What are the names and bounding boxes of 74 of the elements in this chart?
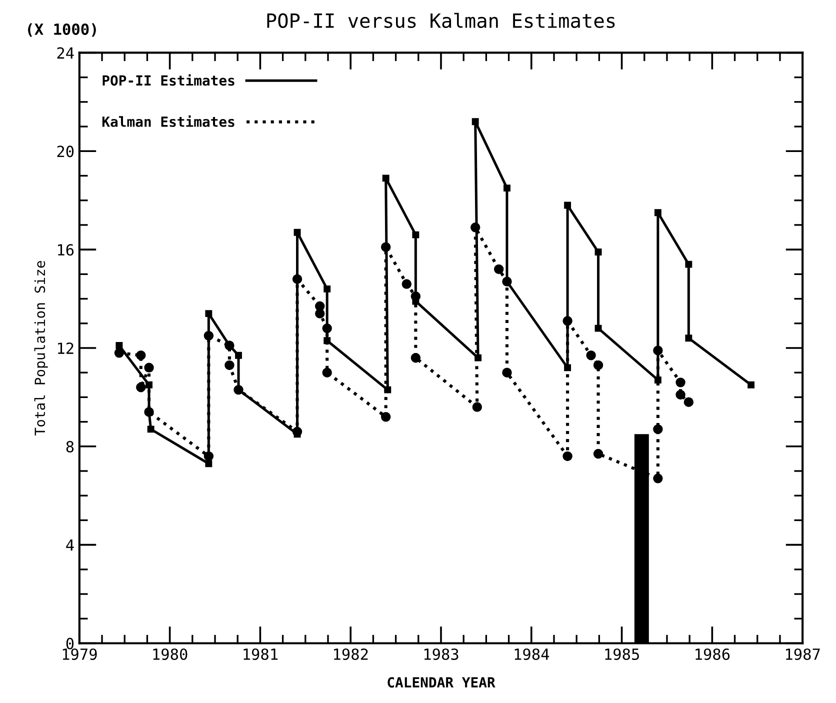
y-tick-label: 24 [57,47,74,59]
point [136,350,146,360]
y-tick-label: 12 [58,342,74,354]
point [114,348,124,358]
point [204,330,214,341]
point [494,264,504,274]
point [685,334,692,342]
x-tick-label: 1979 [62,648,97,660]
point [294,228,301,236]
point [654,376,662,384]
point [380,242,391,252]
point [654,209,662,216]
point [593,360,604,370]
point [502,368,512,378]
point [147,426,154,433]
point [292,274,302,284]
x-tick-label: 1985 [605,648,639,660]
point [676,378,686,388]
point [382,174,390,182]
point [685,260,692,268]
x-tick-label: 1986 [696,648,730,660]
chart-title: POP-II versus Kalman Estimates [267,12,615,28]
y-tick-label: 20 [57,146,74,158]
point [504,184,510,192]
y-tick-label: 8 [66,440,74,452]
point [653,346,663,356]
y-tick-label: 0 [66,638,74,650]
point [224,360,234,370]
point [204,451,214,462]
x-tick-label: 1983 [424,648,458,660]
x-tick-label: 1981 [244,648,278,660]
point [324,337,331,344]
y-axis-title: Total Population Size [34,261,48,436]
point [564,202,572,209]
point [292,426,302,437]
point [322,323,332,334]
x-tick-label: 1980 [153,648,188,660]
point [322,368,332,378]
legend-label: POP-II Estimates [102,74,234,86]
y-tick-label: 16 [58,244,74,256]
text: (X 1000) [28,23,96,37]
point [380,412,391,422]
point [205,310,212,318]
x-tick-label: 1987 [786,648,820,660]
point [653,424,663,434]
point [470,222,480,232]
point [324,285,331,292]
point [593,448,604,459]
point [594,248,602,256]
x-tick-label: 1984 [514,648,550,660]
point [472,402,482,412]
x-tick-label: 1982 [334,648,368,660]
point [586,350,596,360]
point [136,382,146,392]
point [235,352,242,359]
point [315,308,325,318]
point [472,118,479,126]
point [684,397,694,407]
y-tick-label: 4 [66,540,74,551]
point [205,460,212,468]
point [562,451,572,462]
point [653,474,663,484]
point [116,342,123,349]
point [676,390,686,400]
point [410,352,421,363]
point [748,381,755,388]
point [144,362,154,373]
point [410,291,421,302]
point [562,316,572,326]
point [412,231,420,238]
legend-label: Kalman Estimates [102,115,234,127]
point [402,279,412,289]
x-axis-title: CALENDAR YEAR [388,677,496,688]
point [594,324,602,332]
